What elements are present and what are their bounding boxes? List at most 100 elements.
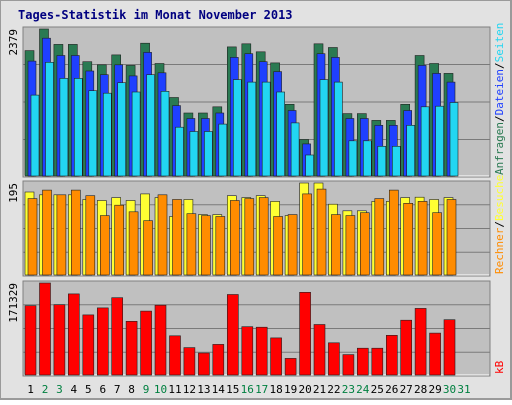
day-label-31: 31 [457,383,470,396]
day-label-17: 17 [255,383,268,396]
day-label-25: 25 [371,383,384,396]
bar-seiten-day-12 [189,131,199,177]
bar-seiten-day-27 [406,125,416,177]
bar-kb-day-6 [97,307,109,376]
bar-seiten-day-30 [449,102,459,177]
bar-kb-day-1 [24,305,37,376]
day-label-20: 20 [298,383,311,396]
bar-kb-day-29 [429,332,441,376]
bar-kb-day-17 [255,326,268,376]
bar-kb-day-15 [227,294,239,376]
bar-kb-day-10 [154,304,167,376]
day-label-12: 12 [183,383,196,396]
bar-kb-day-24 [356,347,369,376]
day-label-6: 6 [99,383,106,396]
bar-seiten-day-17 [261,81,271,177]
panel-3: 171329 kB [7,280,506,377]
bar-seiten-day-8 [131,91,141,177]
bar-seiten-day-6 [103,92,112,177]
bar-rechner-day-4 [71,189,81,276]
day-label-21: 21 [313,383,326,396]
bar-rechner-day-10 [157,194,168,276]
bar-seiten-day-7 [117,82,126,177]
day-label-27: 27 [400,383,413,396]
day-label-18: 18 [269,383,282,396]
bar-seiten-day-4 [74,78,83,177]
bar-rechner-day-8 [128,211,139,276]
bar-rechner-day-11 [172,199,182,276]
bar-kb-day-22 [328,342,340,376]
bar-rechner-day-1 [27,198,38,276]
day-label-1: 1 [27,383,34,396]
day-label-26: 26 [385,383,398,396]
bar-rechner-day-15 [230,200,240,276]
y-max-label: 2379 [7,29,20,56]
bar-seiten-day-9 [146,74,155,177]
bar-kb-day-4 [68,293,80,376]
bar-seiten-day-16 [247,81,257,177]
bar-rechner-day-24 [359,212,370,276]
legend-entry: / [493,62,506,69]
bar-rechner-day-2 [42,189,52,276]
bar-seiten-day-1 [30,94,40,177]
day-label-29: 29 [428,383,441,396]
bar-kb-day-12 [183,347,196,376]
bar-rechner-day-29 [432,212,442,276]
bar-seiten-day-29 [435,105,444,177]
y-max-label: 195 [7,183,20,203]
bar-rechner-day-9 [143,220,153,276]
bar-rechner-day-21 [316,188,327,276]
bar-kb-day-27 [400,319,413,376]
bar-rechner-day-6 [100,215,110,276]
day-label-19: 19 [284,383,297,396]
bar-rechner-day-13 [201,215,211,276]
bar-kb-day-7 [111,297,123,376]
day-label-24: 24 [356,383,370,396]
day-label-13: 13 [197,383,210,396]
bar-rechner-day-22 [331,214,341,276]
bar-seiten-day-23 [348,140,358,177]
bar-seiten-day-5 [88,90,98,177]
day-label-8: 8 [128,383,135,396]
bar-seiten-day-19 [290,122,300,177]
day-label-2: 2 [42,383,49,396]
bar-kb-day-9 [140,310,152,376]
bar-kb-day-13 [198,352,210,376]
bar-rechner-day-27 [403,203,414,276]
bar-rechner-day-19 [287,214,298,276]
panel-2: 195 Rechner/Besuche [7,175,506,277]
bar-kb-day-5 [82,314,95,376]
day-label-10: 10 [154,383,167,396]
bar-seiten-day-26 [391,146,401,177]
bar-kb-day-25 [371,347,384,376]
bar-seiten-day-18 [276,91,285,177]
bar-seiten-day-20 [305,154,314,177]
bar-rechner-day-25 [374,198,385,276]
chart-title: Tages-Statistik im Monat November 2013 [18,8,293,22]
bar-kb-day-28 [414,308,427,376]
bar-seiten-day-15 [233,79,242,177]
day-label-4: 4 [70,383,77,396]
legend-entry: / [493,221,506,228]
bar-rechner-day-14 [215,216,226,276]
legend-entry: kB [493,360,506,374]
day-label-28: 28 [414,383,427,396]
panel-legend: Rechner/Besuche [493,175,506,274]
legend-entry: Dateien [493,69,506,115]
bar-rechner-day-23 [345,215,356,276]
bar-rechner-day-26 [388,189,399,276]
bar-kb-day-2 [39,282,51,376]
bar-seiten-day-14 [218,123,228,177]
bar-kb-day-23 [342,354,355,376]
bar-rechner-day-5 [85,195,96,276]
bar-rechner-day-7 [114,204,124,276]
day-label-9: 9 [143,383,150,396]
bar-kb-day-11 [169,335,181,376]
day-label-22: 22 [327,383,340,396]
bar-seiten-day-21 [319,79,329,177]
bar-seiten-day-25 [377,146,387,177]
bar-kb-day-3 [53,304,66,376]
bar-seiten-day-3 [59,78,69,177]
